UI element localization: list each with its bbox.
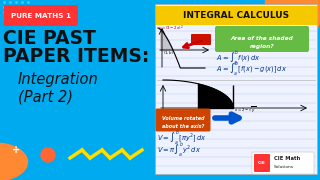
FancyBboxPatch shape [156,6,317,25]
FancyBboxPatch shape [156,109,211,132]
FancyBboxPatch shape [252,152,314,174]
Text: CIE Math: CIE Math [274,156,300,161]
Text: PURE MATHS 1: PURE MATHS 1 [11,12,71,19]
Ellipse shape [0,143,28,180]
Text: Area of the shaded: Area of the shaded [231,35,293,40]
Text: INTEGRAL CALCULUS: INTEGRAL CALCULUS [183,10,289,19]
Text: CIE PAST: CIE PAST [3,28,96,48]
Text: region?: region? [250,44,274,48]
FancyBboxPatch shape [4,5,78,26]
Text: $V=\int_a^b [\pi y^2]\,dx$: $V=\int_a^b [\pi y^2]\,dx$ [157,129,206,147]
Text: Solutions: Solutions [274,165,294,169]
Text: $A=\int_a^b f(x)\,dx$: $A=\int_a^b f(x)\,dx$ [216,49,260,67]
Text: (Part 2): (Part 2) [18,89,73,105]
Text: CIE: CIE [258,161,266,165]
Text: $A=\int_a^b [f(x)-g(x)]\,dx$: $A=\int_a^b [f(x)-g(x)]\,dx$ [216,60,287,78]
Text: about the axis?: about the axis? [162,125,204,129]
Circle shape [41,148,55,162]
Text: +: + [164,145,172,154]
FancyBboxPatch shape [215,26,309,52]
FancyBboxPatch shape [254,154,270,172]
Text: PAPER ITEMS:: PAPER ITEMS: [3,46,149,66]
Text: $V=\pi\int_a^b y^2\,dx$: $V=\pi\int_a^b y^2\,dx$ [157,141,201,159]
Text: $(1,b)$: $(1,b)$ [163,49,174,56]
Bar [0,0,158,180]
FancyBboxPatch shape [155,4,317,174]
Text: $x=2-\sqrt{y}$: $x=2-\sqrt{y}$ [234,106,256,115]
Text: Integration: Integration [18,71,99,87]
FancyBboxPatch shape [191,34,211,45]
Text: $y=(3-2x)^2$: $y=(3-2x)^2$ [158,24,184,34]
Text: Volume rotated: Volume rotated [162,116,204,122]
Text: +: + [12,145,20,155]
